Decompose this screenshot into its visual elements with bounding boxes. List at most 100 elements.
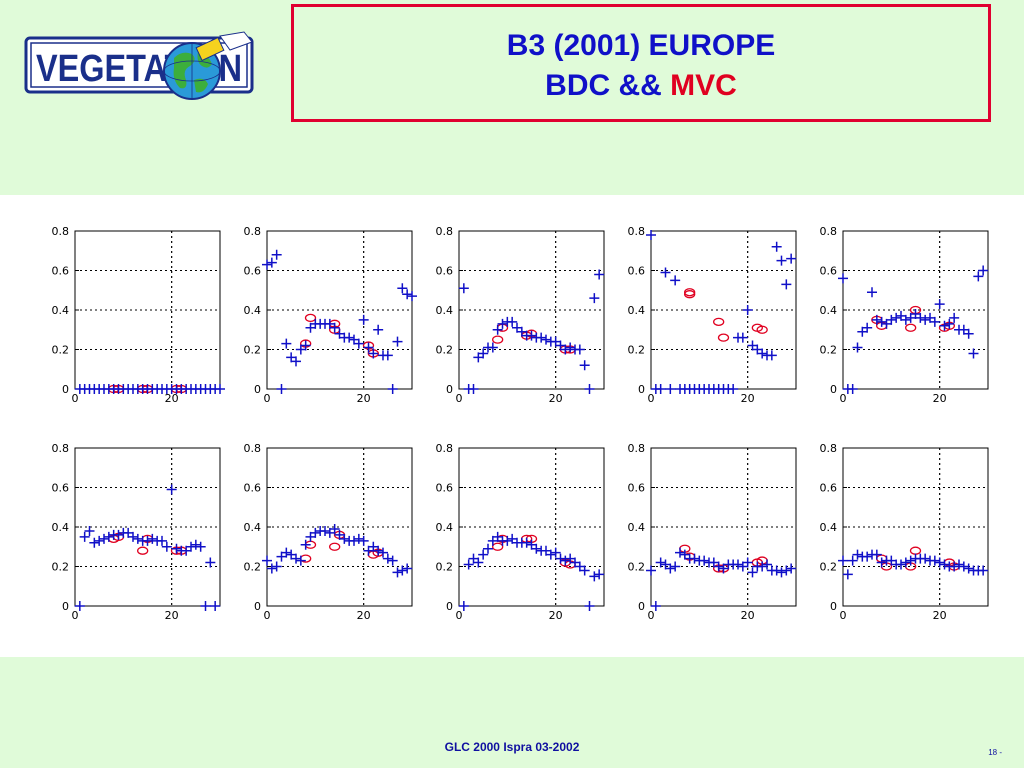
chart-6: 0 0.2 0.4 0.6 0.8 0 20 — [52, 442, 221, 622]
y-tick-label: 0.2 — [244, 344, 262, 357]
y-tick-label: 0.4 — [244, 304, 262, 317]
x-tick-label: 20 — [933, 609, 947, 622]
bdc-point — [373, 324, 384, 335]
bdc-point — [463, 559, 474, 570]
bdc-point — [166, 484, 177, 495]
bdc-point — [353, 338, 364, 349]
bdc-point — [545, 549, 556, 560]
bdc-point — [766, 350, 777, 361]
x-tick-label: 0 — [264, 609, 271, 622]
bdc-point — [655, 384, 666, 394]
bdc-point — [392, 336, 403, 347]
bdc-point — [161, 541, 172, 552]
chart-4: 0 0.2 0.4 0.6 0.8 0 20 — [628, 225, 797, 405]
bdc-point — [402, 289, 413, 300]
y-tick-label: 0 — [62, 383, 69, 396]
bdc-point — [862, 322, 873, 333]
bdc-point — [747, 567, 758, 578]
bdc-point — [310, 527, 321, 538]
bdc-point — [521, 537, 532, 548]
mvc-point — [713, 317, 725, 326]
y-tick-label: 0.4 — [52, 304, 70, 317]
bdc-point — [646, 229, 656, 240]
subtitle-prefix: BDC && — [545, 69, 671, 102]
bdc-point — [954, 559, 964, 570]
y-tick-label: 0 — [638, 383, 645, 396]
bdc-point — [291, 553, 301, 564]
bdc-point — [526, 330, 537, 341]
bdc-point — [733, 559, 743, 570]
bdc-point — [891, 312, 902, 323]
bdc-point — [670, 275, 681, 286]
bdc-point — [132, 533, 143, 544]
chart-9: 0 0.2 0.4 0.6 0.8 0 20 — [628, 442, 797, 622]
x-tick-label: 0 — [840, 392, 847, 405]
bdc-point — [589, 293, 600, 304]
bdc-point — [929, 555, 940, 566]
bdc-point — [934, 299, 945, 310]
y-tick-label: 0.8 — [820, 442, 838, 455]
bdc-point — [742, 557, 753, 568]
bdc-point — [215, 384, 225, 394]
bdc-point — [660, 267, 671, 278]
bdc-point — [939, 559, 950, 570]
slide-subtitle: BDC && MVC — [294, 69, 988, 103]
x-tick-label: 20 — [933, 392, 947, 405]
bdc-point — [392, 567, 403, 578]
bdc-point — [271, 561, 282, 572]
x-tick-label: 20 — [549, 392, 563, 405]
mvc-point — [905, 323, 917, 332]
bdc-point — [262, 259, 272, 270]
x-tick-label: 0 — [840, 609, 847, 622]
y-tick-label: 0.8 — [436, 225, 454, 238]
bdc-point — [737, 332, 748, 343]
bdc-point — [94, 535, 105, 546]
x-tick-label: 0 — [648, 392, 655, 405]
y-tick-label: 0.8 — [628, 442, 646, 455]
y-tick-label: 0.4 — [436, 304, 454, 317]
bdc-point — [492, 324, 503, 335]
y-tick-label: 0.8 — [436, 442, 454, 455]
slide-title: B3 (2001) EUROPE — [506, 29, 776, 62]
subtitle-highlight: MVC — [670, 69, 737, 102]
x-tick-label: 20 — [741, 392, 755, 405]
bdc-point — [300, 539, 311, 550]
bdc-point — [358, 314, 369, 325]
bdc-point — [675, 547, 685, 558]
bdc-point — [699, 555, 710, 566]
bdc-point — [195, 541, 206, 552]
bdc-point — [963, 563, 974, 574]
bdc-point — [382, 553, 393, 564]
bdc-point — [958, 561, 969, 572]
mvc-point — [329, 542, 341, 551]
bdc-point — [847, 555, 858, 566]
x-tick-label: 0 — [72, 392, 79, 405]
bdc-point — [478, 348, 489, 359]
bdc-point — [579, 565, 590, 576]
bdc-point — [949, 312, 960, 323]
chart-2: 0 0.2 0.4 0.6 0.8 0 20 — [244, 225, 417, 405]
x-tick-label: 20 — [549, 609, 563, 622]
bdc-point — [281, 547, 292, 558]
bdc-point — [281, 338, 292, 349]
bdc-point — [867, 287, 877, 298]
bdc-point — [329, 322, 340, 333]
bdc-point — [560, 344, 571, 355]
bdc-point — [594, 569, 605, 580]
title-box: B3 (2001) EUROPE BDC && MVC — [291, 4, 991, 122]
mvc-point — [684, 288, 696, 297]
mvc-point — [909, 546, 922, 555]
mvc-point — [684, 290, 696, 299]
mvc-point — [717, 333, 730, 342]
bdc-point — [871, 314, 882, 325]
bdc-point — [655, 557, 666, 568]
y-tick-label: 0.4 — [244, 521, 262, 534]
bdc-point — [905, 555, 916, 566]
bdc-point — [142, 535, 153, 546]
bdc-point — [762, 559, 772, 570]
y-tick-label: 0.4 — [628, 304, 646, 317]
bdc-point — [978, 565, 989, 576]
bdc-point — [963, 328, 974, 339]
bdc-point — [574, 344, 585, 355]
bdc-point — [368, 348, 379, 359]
